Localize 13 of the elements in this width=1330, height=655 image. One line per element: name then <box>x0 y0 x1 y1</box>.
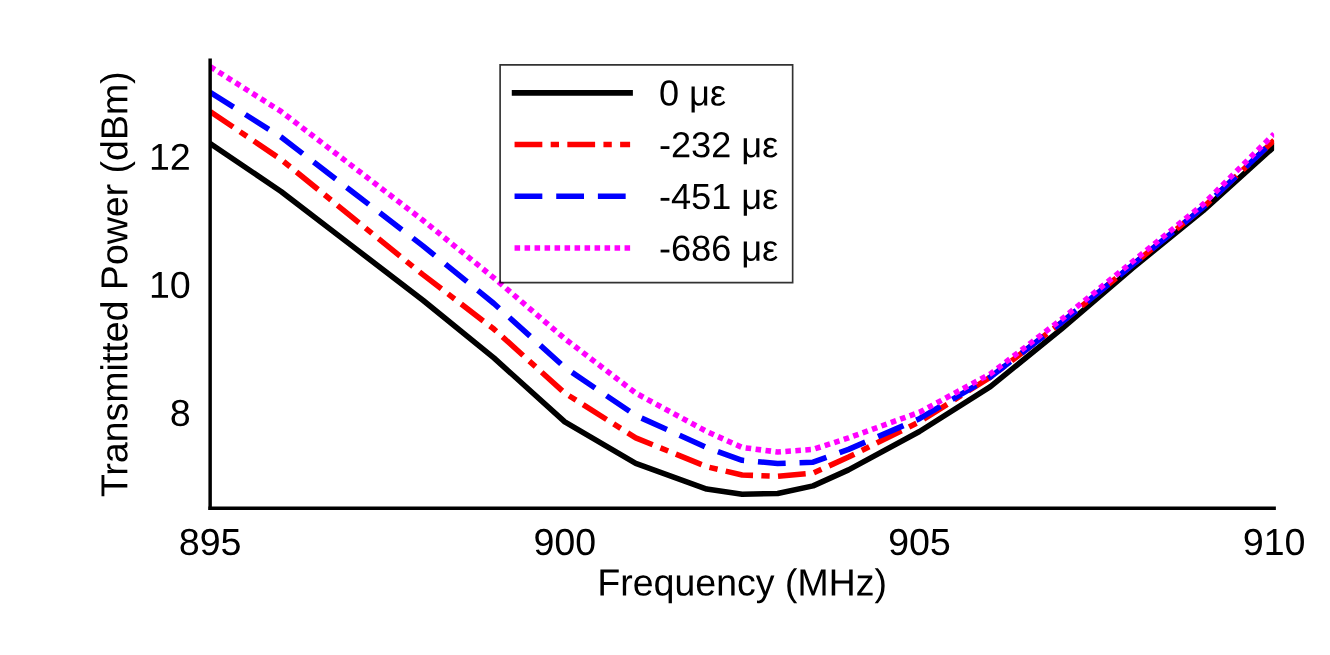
legend-label: -686 με <box>660 235 778 268</box>
y-tick-label: 10 <box>151 271 190 299</box>
legend-label: -232 με <box>660 131 778 165</box>
x-tick-label: 900 <box>535 528 595 556</box>
legend-label: 0 με <box>660 80 726 113</box>
x-tick-label: 910 <box>1244 528 1304 556</box>
x-tick-label: 905 <box>889 528 950 556</box>
y-tick-label: 8 <box>171 399 190 427</box>
y-axis-title: Transmitted Power (dBm) <box>100 73 136 497</box>
x-axis-title: Frequency (MHz) <box>600 568 885 604</box>
legend-label: -451 με <box>660 184 778 216</box>
y-tick-label: 12 <box>151 143 189 170</box>
x-tick-label: 895 <box>180 528 240 556</box>
